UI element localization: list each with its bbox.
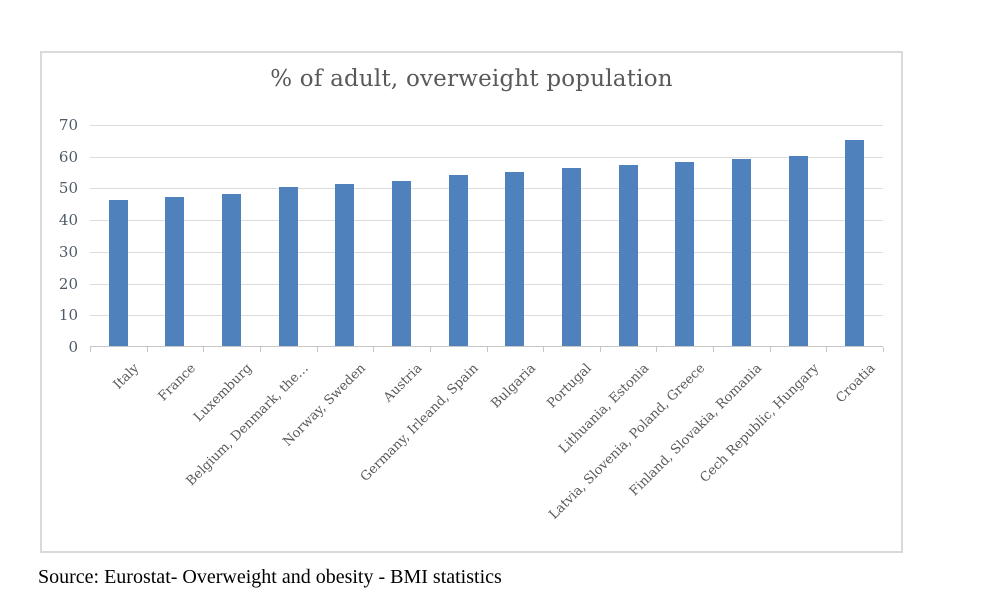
x-axis-tick <box>373 347 375 352</box>
gridline <box>90 156 883 158</box>
x-category-label: Austria <box>380 361 426 406</box>
y-tick-label: 10 <box>58 306 78 325</box>
bar-belgium-denmark-the <box>278 187 298 346</box>
x-axis-tick <box>599 347 601 352</box>
bar-norway-sweden <box>335 184 355 346</box>
bar-bulgaria <box>505 171 525 346</box>
bar-italy <box>108 200 128 346</box>
gridline <box>90 188 883 190</box>
x-category-label: Cech Republic, Hungary <box>696 361 822 486</box>
bar-finland-slovakia-romania <box>731 158 751 346</box>
x-axis-tick <box>316 347 318 352</box>
y-tick-label: 60 <box>58 147 78 166</box>
x-axis-tick <box>203 347 205 352</box>
x-axis-tick <box>429 347 431 352</box>
y-tick-label: 30 <box>58 242 78 261</box>
bar-latvia-slovenia-poland-greece <box>675 162 695 346</box>
bar-croatia <box>845 139 865 346</box>
bar-austria <box>392 181 412 346</box>
x-category-label: Portugal <box>544 361 596 412</box>
x-category-label: Bulgaria <box>488 361 539 412</box>
source-note: Source: Eurostat- Overweight and obesity… <box>38 566 502 588</box>
x-category-label: Italy <box>110 361 142 393</box>
bar-portugal <box>561 168 581 346</box>
x-category-label: France <box>155 361 199 405</box>
y-tick-label: 20 <box>58 274 78 293</box>
x-axis-tick <box>259 347 261 352</box>
bar-lithuania-estonia <box>618 165 638 346</box>
x-axis-tick <box>883 347 884 352</box>
x-axis-tick <box>826 347 828 352</box>
bar-france <box>165 196 185 346</box>
bar-cech-republic-hungary <box>788 155 808 346</box>
x-axis-tick <box>543 347 545 352</box>
chart-frame: % of adult, overweight population 0 10 20 3… <box>40 51 903 553</box>
x-axis-tick <box>713 347 715 352</box>
chart-title: % of adult, overweight population <box>270 66 673 92</box>
y-tick-label: 0 <box>68 338 78 356</box>
plot-area: 0 10 20 30 40 50 60 70 Italy France Luxemburg Belgi… <box>59 116 884 523</box>
y-tick-label: 70 <box>58 116 78 134</box>
bar-germany-irleand-spain <box>448 174 468 346</box>
x-axis-line <box>90 346 883 347</box>
x-axis-tick <box>146 347 148 352</box>
y-tick-label: 50 <box>58 179 78 198</box>
x-axis-tick <box>769 347 771 352</box>
x-axis-tick <box>486 347 488 352</box>
x-category-label: Germany, Irleand, Spain <box>358 361 482 485</box>
x-category-label: Croatia <box>833 361 879 407</box>
gridline <box>90 220 883 222</box>
y-tick-label: 40 <box>58 211 78 230</box>
gridline <box>90 315 883 317</box>
gridline <box>90 125 883 126</box>
x-axis-tick <box>90 347 91 352</box>
gridline <box>90 283 883 285</box>
x-axis-tick <box>656 347 658 352</box>
gridline <box>90 251 883 253</box>
bar-luxemburg <box>222 193 242 346</box>
